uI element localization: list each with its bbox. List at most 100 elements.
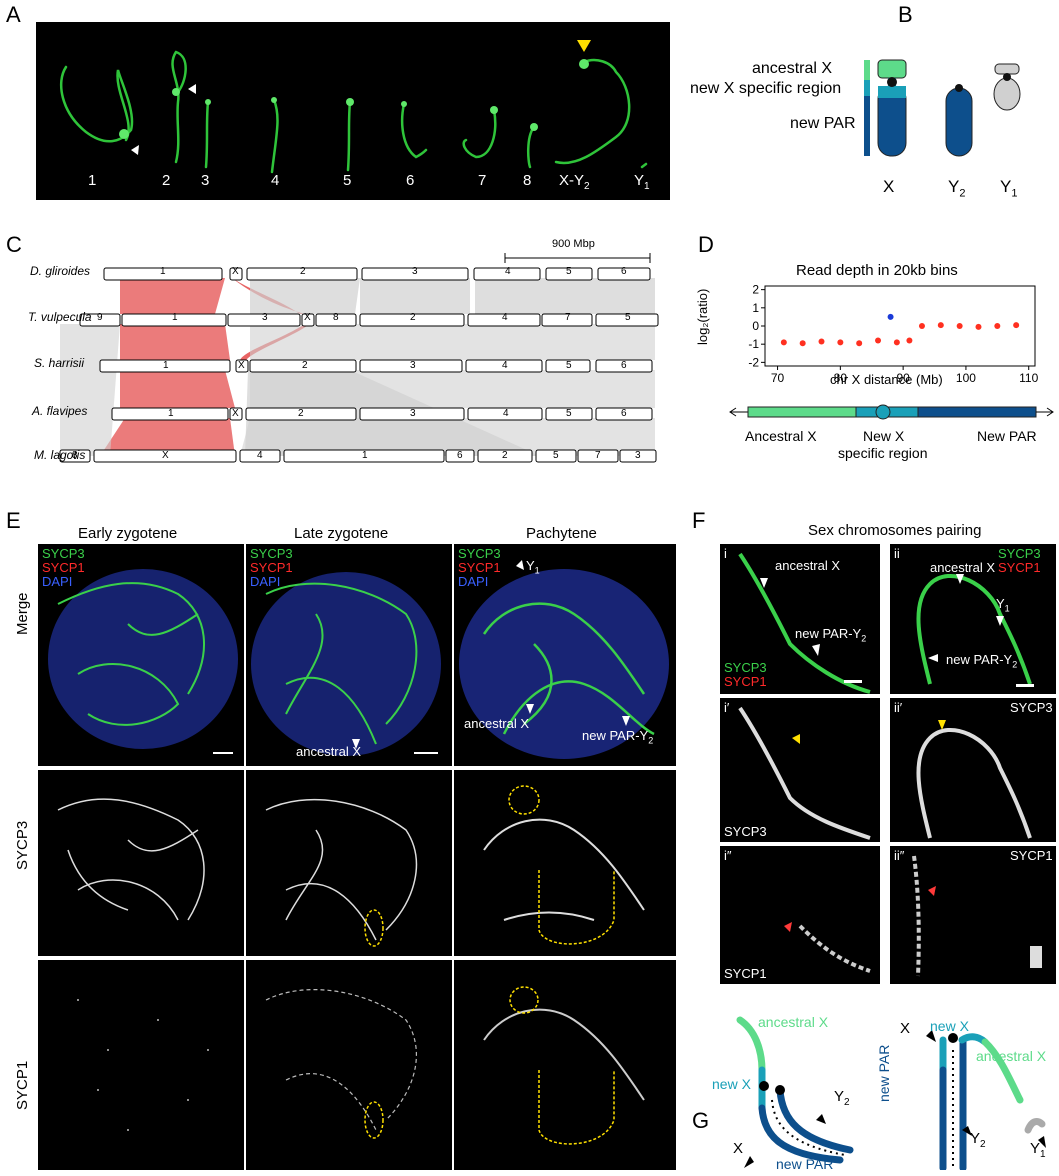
d-bar-mid: New X bbox=[863, 428, 905, 444]
d-point bbox=[906, 337, 913, 344]
c-chr: 2 bbox=[298, 408, 304, 419]
panel-label-c: C bbox=[6, 232, 22, 257]
d-xtick-label: 80 bbox=[834, 371, 848, 385]
d-ylabel: log₂(ratio) bbox=[695, 288, 710, 345]
c-chr: 4 bbox=[505, 266, 511, 277]
g-ancestral-x-2: ancestral X bbox=[976, 1048, 1047, 1064]
c-chr: 7 bbox=[565, 312, 571, 323]
c-chr: 2 bbox=[502, 450, 508, 461]
b-ancestral-x-label: ancestral X bbox=[752, 60, 833, 77]
synteny-plot bbox=[59, 253, 659, 463]
f-ii-ancestral-x: ancestral X bbox=[930, 560, 996, 575]
e-leg-sycp1: SYCP1 bbox=[42, 560, 85, 575]
chromosome-7 bbox=[462, 108, 497, 159]
b-new-x-label: new X specific region bbox=[690, 80, 842, 97]
e-sycp3-late bbox=[246, 770, 452, 956]
e-col-pachytene: Pachytene bbox=[526, 525, 597, 542]
c-chr: 2 bbox=[410, 312, 416, 323]
chromosome-4 bbox=[270, 98, 279, 174]
e-leg-dapi: DAPI bbox=[250, 574, 281, 589]
d-point bbox=[918, 323, 925, 329]
label-6: 6 bbox=[406, 172, 415, 189]
karyotype-image: 1 2 3 4 5 6 7 8 X-Y2 Y1 bbox=[36, 22, 670, 200]
c-species-3: S. harrisii bbox=[34, 356, 85, 370]
c-chr: 4 bbox=[503, 408, 509, 419]
d-point bbox=[975, 323, 982, 330]
c-chr: 6 bbox=[621, 360, 627, 371]
chromosome-6 bbox=[400, 102, 428, 159]
d-scatter-plot: 70 80 90 100 110 2 1 0 -1 -2 bbox=[748, 283, 1038, 385]
c-species-5: M. lagotis bbox=[34, 448, 86, 462]
f-i1-label: i′ bbox=[724, 700, 730, 715]
g-y2-1: Y2 bbox=[834, 1088, 850, 1108]
e-pach-y1: Y1 bbox=[526, 558, 540, 576]
c-chr: 8 bbox=[72, 450, 78, 461]
e-sycp1-pachytene bbox=[454, 960, 676, 1170]
d-title: Read depth in 20kb bins bbox=[796, 262, 958, 279]
d-point bbox=[994, 323, 1001, 329]
d-xtick-label: 70 bbox=[771, 371, 785, 385]
synteny-bands bbox=[60, 278, 655, 456]
panel-label-a: A bbox=[6, 2, 21, 27]
d-ytick-label: 0 bbox=[752, 319, 759, 333]
label-8: 8 bbox=[523, 172, 532, 189]
c-chr: 3 bbox=[410, 360, 416, 371]
label-5: 5 bbox=[343, 172, 352, 189]
g-new-x-1: new X bbox=[712, 1076, 751, 1092]
e-sycp3-early bbox=[38, 770, 244, 956]
c-chr: 1 bbox=[168, 408, 174, 419]
f-i2-label: i″ bbox=[724, 848, 732, 863]
chromosome-y1 bbox=[640, 162, 648, 169]
d-point bbox=[837, 339, 844, 346]
c-chr: 1 bbox=[172, 312, 178, 323]
label-x-y2: X-Y2 bbox=[559, 172, 590, 192]
c-chr: 4 bbox=[502, 312, 508, 323]
c-chr: X bbox=[304, 312, 311, 323]
f-ii-sycp3: SYCP3 bbox=[998, 546, 1041, 561]
d-ytick-label: 2 bbox=[752, 283, 759, 297]
c-chr: X bbox=[162, 450, 169, 461]
e-merge-early: SYCP3 SYCP1 DAPI bbox=[38, 544, 244, 766]
chromosome-5 bbox=[346, 100, 352, 172]
f-ii-new-par: new PAR-Y2 bbox=[946, 652, 1018, 670]
f-i-label: i bbox=[724, 546, 727, 561]
d-point bbox=[875, 337, 882, 344]
c-chr: 6 bbox=[621, 266, 627, 277]
f-ii1-label: ii′ bbox=[894, 700, 903, 715]
c-chr: 3 bbox=[410, 408, 416, 419]
c-chr: 8 bbox=[333, 312, 339, 323]
panel-label-d: D bbox=[698, 232, 714, 257]
e-col-late: Late zygotene bbox=[294, 525, 389, 542]
f-i-sycp3: SYCP3 bbox=[724, 660, 767, 675]
c-chr: 7 bbox=[595, 450, 601, 461]
d-point bbox=[937, 322, 944, 329]
f-i2: i″ SYCP1 bbox=[720, 846, 880, 984]
c-chr: 4 bbox=[502, 360, 508, 371]
c-chr: 6 bbox=[457, 450, 463, 461]
c-chr: 3 bbox=[262, 312, 268, 323]
f-ii1-channel: SYCP3 bbox=[1010, 700, 1053, 715]
e-row-merge: Merge bbox=[14, 592, 31, 635]
c-chr: 5 bbox=[553, 450, 559, 461]
d-point bbox=[780, 339, 787, 346]
d-ytick-label: 1 bbox=[752, 301, 759, 315]
c-species-1: D. gliroides bbox=[30, 264, 91, 278]
d-point bbox=[893, 339, 900, 346]
f-i-ancestral-x: ancestral X bbox=[775, 558, 841, 573]
d-region-bar bbox=[729, 404, 1054, 420]
g-y1: Y1 bbox=[1030, 1140, 1046, 1160]
e-pach-ancestral-x: ancestral X bbox=[464, 716, 530, 731]
g-x-2: X bbox=[900, 1020, 911, 1037]
g-y2-2: Y2 bbox=[970, 1130, 986, 1150]
f-ii: ii ancestral X SYCP3 SYCP1 Y1 new PAR-Y2 bbox=[890, 544, 1056, 694]
karyotype-chromosomes bbox=[59, 40, 648, 174]
label-3: 3 bbox=[201, 172, 210, 189]
e-leg-sycp3: SYCP3 bbox=[42, 546, 85, 561]
scale-bar bbox=[414, 752, 438, 754]
chromosome-3 bbox=[204, 100, 210, 169]
label-2: 2 bbox=[162, 172, 171, 189]
chromosome-1 bbox=[59, 65, 134, 143]
d-point bbox=[1013, 322, 1020, 329]
chromosome-2 bbox=[171, 50, 187, 164]
arrowhead-yellow bbox=[577, 40, 591, 52]
